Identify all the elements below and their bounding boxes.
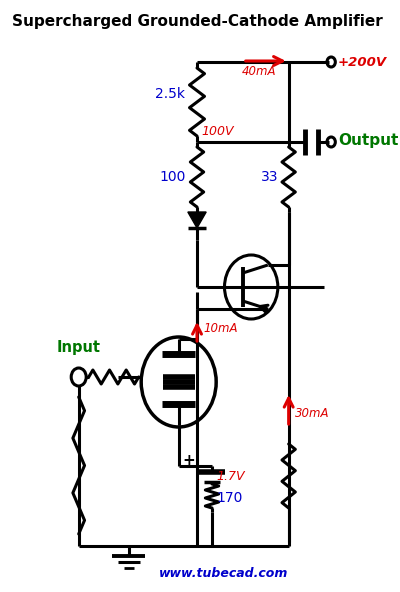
Polygon shape (188, 212, 206, 228)
Text: 10mA: 10mA (204, 322, 238, 335)
Text: 1.7V: 1.7V (216, 471, 245, 484)
Text: 30mA: 30mA (295, 407, 330, 420)
Text: Output: Output (338, 133, 398, 147)
Text: 170: 170 (216, 491, 242, 505)
Text: Input: Input (57, 340, 101, 355)
Text: 2.5k: 2.5k (155, 87, 185, 101)
Text: 33: 33 (261, 170, 279, 184)
Text: 100V: 100V (201, 125, 234, 138)
Text: Supercharged Grounded-Cathode Amplifier: Supercharged Grounded-Cathode Amplifier (12, 14, 382, 29)
Text: +: + (182, 453, 195, 468)
Text: 40mA: 40mA (242, 65, 277, 78)
Text: www.tubecad.com: www.tubecad.com (159, 567, 289, 580)
Text: +200V: +200V (338, 56, 387, 69)
Text: 100: 100 (159, 170, 185, 184)
